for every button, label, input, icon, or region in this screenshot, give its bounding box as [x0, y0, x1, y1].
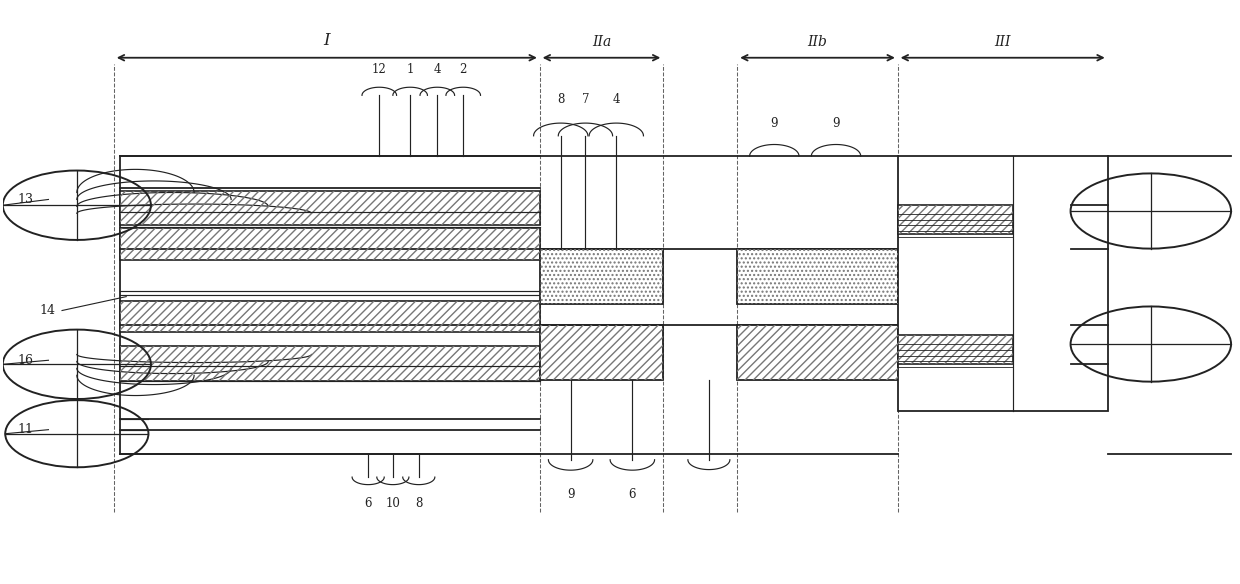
Text: 11: 11 [17, 423, 33, 436]
Bar [120, 191, 539, 225]
Text: 8: 8 [415, 498, 423, 510]
Text: 4: 4 [434, 63, 441, 77]
Text: 4: 4 [613, 93, 620, 106]
Bar [120, 228, 539, 260]
Text: 13: 13 [17, 193, 33, 206]
Bar [120, 301, 539, 332]
Bar [539, 325, 663, 380]
Text: 7: 7 [582, 93, 589, 106]
Text: 8: 8 [557, 93, 564, 106]
Text: 12: 12 [372, 63, 387, 77]
Bar [898, 335, 1013, 364]
Bar [539, 249, 663, 304]
Bar [898, 205, 1013, 234]
Bar [898, 156, 1107, 411]
Bar [898, 335, 1013, 364]
Text: III: III [994, 35, 1011, 49]
Text: 14: 14 [40, 304, 56, 317]
Text: 2: 2 [460, 63, 467, 77]
Bar [738, 325, 898, 380]
Bar [120, 346, 539, 381]
Bar [120, 346, 539, 381]
Bar [120, 228, 539, 260]
Bar [738, 249, 898, 304]
Text: 9: 9 [832, 117, 839, 130]
Bar [738, 325, 898, 380]
Text: 6: 6 [629, 488, 636, 500]
Bar [898, 205, 1013, 234]
Text: 1: 1 [407, 63, 414, 77]
Text: 9: 9 [567, 488, 574, 500]
Text: 6: 6 [365, 498, 372, 510]
Bar [120, 301, 539, 332]
Bar [738, 249, 898, 304]
Text: 10: 10 [386, 498, 401, 510]
Text: IIb: IIb [807, 35, 827, 49]
Text: I: I [324, 32, 330, 49]
Bar [539, 325, 663, 380]
Bar [539, 249, 663, 304]
Text: 16: 16 [17, 354, 33, 367]
Text: IIa: IIa [591, 35, 611, 49]
Bar [120, 191, 539, 225]
Text: 9: 9 [770, 117, 777, 130]
